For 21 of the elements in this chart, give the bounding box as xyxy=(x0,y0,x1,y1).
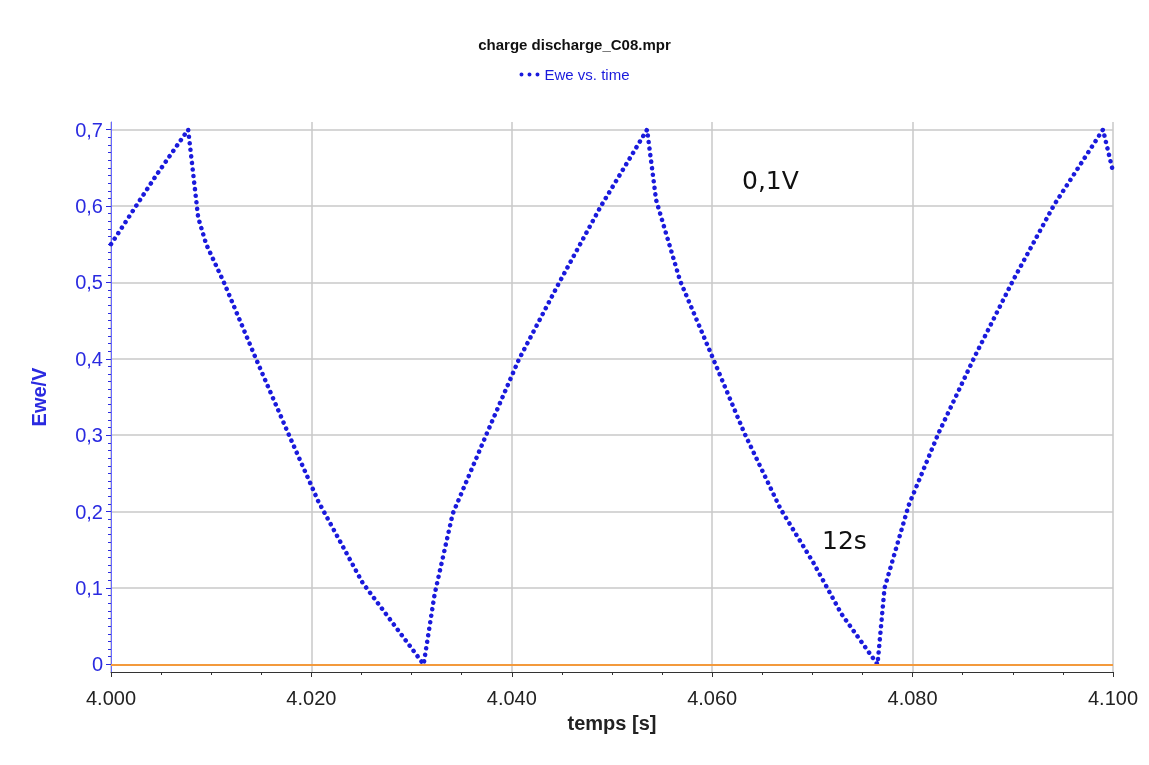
annotation: 12s xyxy=(822,526,867,555)
y-tick-label: 0 xyxy=(91,653,103,676)
annotation: 0,1V xyxy=(742,166,799,195)
y-tick-label: 0,5 xyxy=(75,271,103,294)
legend-label: Ewe vs. time xyxy=(544,66,630,83)
y-tick-label: 0,7 xyxy=(75,118,103,141)
x-tick-label: 4.100 xyxy=(1087,687,1139,709)
y-tick-label: 0,6 xyxy=(75,195,103,218)
y-tick-label: 0,1 xyxy=(75,576,103,599)
y-tick-label: 0,4 xyxy=(75,347,103,370)
x-tick-label: 4.020 xyxy=(286,687,337,709)
x-tick-label: 4.080 xyxy=(887,687,938,709)
line-series xyxy=(108,127,1116,667)
x-tick-label: 4.060 xyxy=(687,687,738,709)
y-axis-title: Ewe/V xyxy=(28,366,50,427)
x-axis-title: temps [s] xyxy=(567,711,657,734)
x-tick-label: 4.000 xyxy=(85,687,137,709)
x-tick-label: 4.040 xyxy=(486,687,537,709)
y-tick-label: 0,3 xyxy=(75,424,103,447)
y-tick-label: 0,2 xyxy=(75,500,103,523)
chart-title: charge discharge_C08.mpr xyxy=(478,36,671,53)
